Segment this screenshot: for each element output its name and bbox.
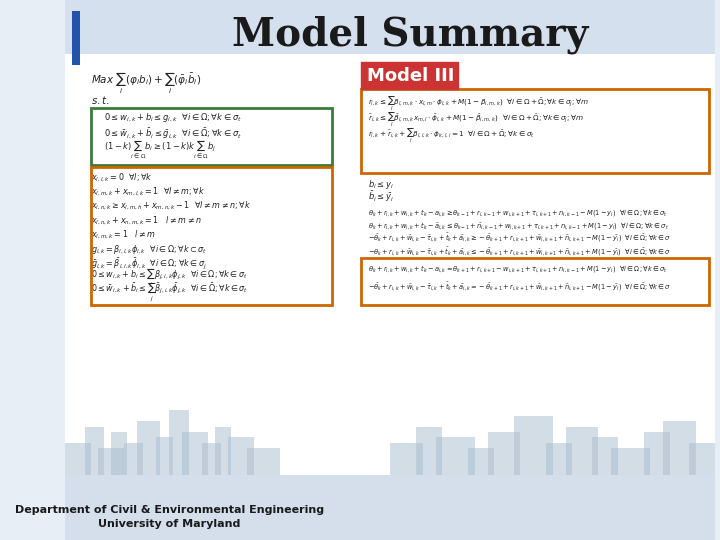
Bar [468,448,494,475]
Text: $\bar{g}_{l,k} = \bar{\beta}_{l,l,k} \bar{\phi}_{l,k}\ \ \forall i \in \Omega; \: $\bar{g}_{l,k} = \bar{\beta}_{l,l,k} \ba… [91,256,207,271]
Bar [156,437,173,475]
Bar [66,443,91,475]
Bar [361,258,708,305]
Text: $-\bar{\theta}_k + r_{i,k} + \bar{w}_{i,k} - \bar{\tau}_{i,k} + \bar{t}_k + \bar: $-\bar{\theta}_k + r_{i,k} + \bar{w}_{i,… [367,281,671,293]
Bar [546,443,572,475]
Text: $\bar{b}_i \leq \bar{y}_i$: $\bar{b}_i \leq \bar{y}_i$ [367,190,394,205]
Bar [663,421,696,475]
Text: University of Maryland: University of Maryland [98,519,240,529]
Bar [611,448,650,475]
Bar [169,410,189,475]
Bar [644,432,670,475]
Text: $0 \leq \bar{w}_{i,k} + \bar{b}_i \leq \sum_{j} \bar{\beta}_{j,i,k} \bar{\phi}_{: $0 \leq \bar{w}_{i,k} + \bar{b}_i \leq \… [91,281,248,304]
Text: $\bar{r}_{i,k} \leq \sum_{l}\bar{\beta}_{l,m,k} x_{m,l} \cdot \bar{\phi}_{l,k} +: $\bar{r}_{i,k} \leq \sum_{l}\bar{\beta}_… [367,111,583,129]
Text: Model Summary: Model Summary [232,16,588,55]
Bar [98,448,124,475]
Bar [66,475,715,540]
Text: $g_{l,k} = \beta_{l,l,k} \phi_{l,k}\ \ \forall i \in \Omega; \forall k \subset \: $g_{l,k} = \beta_{l,l,k} \phi_{l,k}\ \ \… [91,243,207,256]
Bar [361,89,708,173]
Text: $0 \leq \bar{w}_{i,k} + \bar{b}_i \leq \bar{g}_{i,k}\ \ \forall i \in \bar{\Omeg: $0 \leq \bar{w}_{i,k} + \bar{b}_i \leq \… [104,126,243,141]
Text: $0 \leq w_{i,k} + b_i \leq \sum_{j} \beta_{j,i,k} \phi_{j,k}\ \ \forall i \in \O: $0 \leq w_{i,k} + b_i \leq \sum_{j} \bet… [91,267,248,289]
Text: $-\theta_k + r_{i,k} + \bar{w}_{i,k} - \bar{\tau}_{i,k} + \bar{t}_k + \bar{a}_{i: $-\theta_k + r_{i,k} + \bar{w}_{i,k} - \… [367,246,671,258]
Bar [566,427,598,475]
Text: Department of Civil & Environmental Engineering: Department of Civil & Environmental Engi… [14,505,324,515]
Bar [72,11,80,65]
Text: $x_{l,n,k} \geq x_{l,m,h} + x_{m,n,k} - 1\ \ \forall l \neq m \neq n; \forall k$: $x_{l,n,k} \geq x_{l,m,h} + x_{m,n,k} - … [91,200,251,212]
Bar [137,421,160,475]
Text: Model III: Model III [367,66,455,85]
Bar [689,443,715,475]
Text: $b_i \leq y_i$: $b_i \leq y_i$ [367,178,394,191]
Text: $x_{l,m,k} + x_{m,l,k} = 1\ \ \forall l \neq m; \forall k$: $x_{l,m,k} + x_{m,l,k} = 1\ \ \forall l … [91,186,205,198]
Text: $\theta_k + r_{i,k} + w_{i,k} + t_k - a_{i,k} = \theta_{k+1} + r_{i,k+1} - w_{i,: $\theta_k + r_{i,k} + w_{i,k} + t_k - a_… [367,264,667,274]
Text: $r_{i,k} \leq \sum_{l}\beta_{l,m,k} \cdot x_{l,m} \cdot \phi_{l,k} + M(1-\beta_{: $r_{i,k} \leq \sum_{l}\beta_{l,m,k} \cdo… [367,94,588,113]
Bar [124,443,143,475]
Bar [91,108,332,165]
Text: $\theta_k + r_{i,k} + w_{i,k} + t_k - a_{i,k} \geq \theta_{k-1} + r_{i,k-1} + w_: $\theta_k + r_{i,k} + w_{i,k} + t_k - a_… [367,207,667,218]
Text: $r_{i,k} + \bar{r}_{i,k} + \sum_{l}\beta_{l,l,k} \cdot \phi_{k,l,i} = 1\ \ \fora: $r_{i,k} + \bar{r}_{i,k} + \sum_{l}\beta… [367,127,534,145]
Bar [91,167,332,305]
Bar [66,54,715,475]
Bar [247,448,280,475]
Bar [111,432,127,475]
Bar [182,432,208,475]
Bar [487,432,521,475]
Text: $(1-k)\sum_{i \in \Omega} b_i \geq (1-k)k\sum_{i \in \Omega} b_j$: $(1-k)\sum_{i \in \Omega} b_i \geq (1-k)… [104,139,217,161]
Text: $0 \leq w_{i,k} + b_i \leq g_{i,k}\ \ \forall i \in \Omega; \forall k \in \sigma: $0 \leq w_{i,k} + b_i \leq g_{i,k}\ \ \f… [104,111,242,124]
Bar [228,437,253,475]
Text: $s.t.$: $s.t.$ [91,94,110,106]
Bar [215,427,231,475]
Bar [85,427,104,475]
Bar [66,0,715,65]
FancyBboxPatch shape [361,62,459,89]
Bar [416,427,442,475]
Text: $\theta_k + r_{i,k} + w_{i,k} + t_k - \bar{a}_{i,k} \leq \theta_{k-1} + \bar{n}_: $\theta_k + r_{i,k} + w_{i,k} + t_k - \b… [367,220,669,231]
Text: $x_{l,m,k} = 1\ \ \ l \neq m$: $x_{l,m,k} = 1\ \ \ l \neq m$ [91,229,156,241]
Text: $Max\ \sum_{i}(\varphi_i b_i) + \sum_{i}(\bar{\varphi}_i \bar{b}_i)$: $Max\ \sum_{i}(\varphi_i b_i) + \sum_{i}… [91,71,202,97]
Text: $x_{l,n,k} + x_{n,m,k} = 1\ \ \ l \neq m \neq n$: $x_{l,n,k} + x_{n,m,k} = 1\ \ \ l \neq m… [91,215,202,227]
Text: $x_{l,l,k} = 0\ \ \forall l; \forall k$: $x_{l,l,k} = 0\ \ \forall l; \forall k$ [91,172,153,184]
Bar [202,443,221,475]
Bar [390,443,423,475]
Bar [514,416,553,475]
Bar [436,437,474,475]
Bar [592,437,618,475]
Text: $-\bar{\theta}_k + r_{i,k} + \bar{w}_{i,k} - \bar{\tau}_{i,k} + \bar{t}_k + \bar: $-\bar{\theta}_k + r_{i,k} + \bar{w}_{i,… [367,232,671,244]
